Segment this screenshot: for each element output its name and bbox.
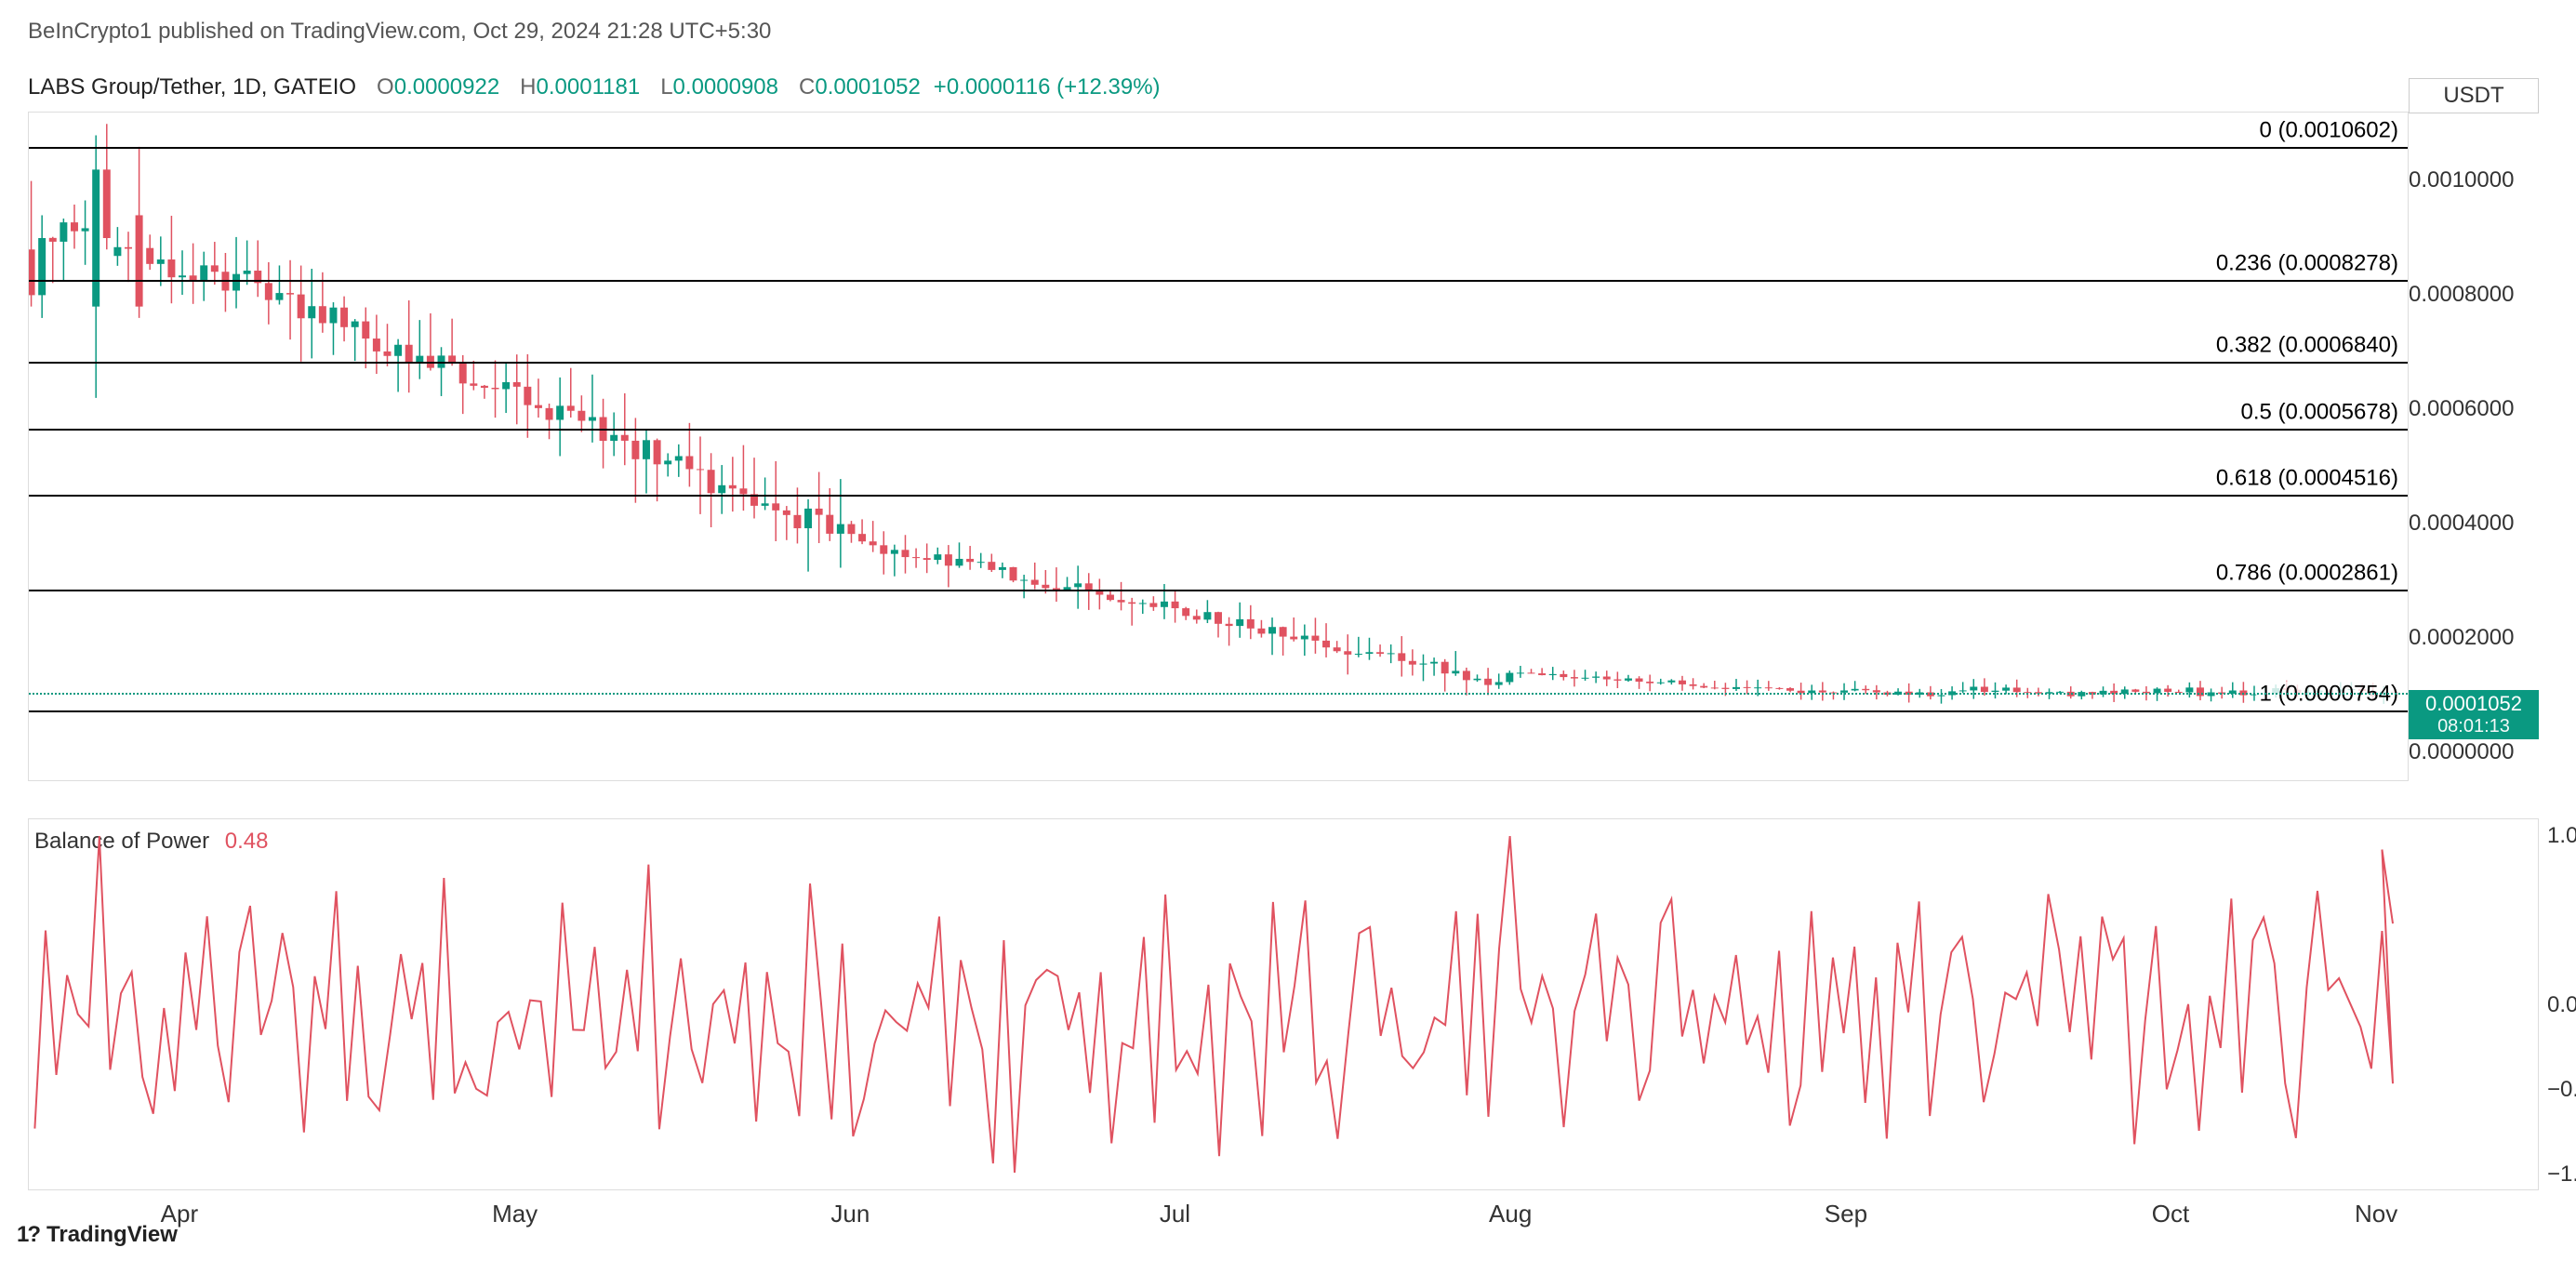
last-price-line	[29, 693, 2408, 695]
symbol-ohlc-line: LABS Group/Tether, 1D, GATEIO O0.0000922…	[28, 74, 1161, 100]
fib-label: 0.382 (0.0006840)	[2212, 333, 2402, 359]
last-price-value: 0.0001052	[2409, 692, 2539, 716]
indicator-tick: −0.50	[2547, 1077, 2576, 1103]
time-tick: May	[492, 1200, 538, 1228]
fib-line[interactable]: 0.382 (0.0006840)	[29, 362, 2408, 364]
fib-label: 0.236 (0.0008278)	[2212, 250, 2402, 276]
fib-line[interactable]: 0.618 (0.0004516)	[29, 495, 2408, 497]
fib-line[interactable]: 0 (0.0010602)	[29, 147, 2408, 149]
indicator-tick: 1.00	[2547, 823, 2576, 849]
last-price-badge: 0.0001052 08:01:13	[2409, 690, 2539, 739]
open-value: 0.0000922	[394, 74, 499, 100]
change-value: +0.0000116 (+12.39%)	[934, 74, 1161, 100]
price-axis-unit[interactable]: USDT	[2409, 78, 2539, 113]
close-label: C	[799, 74, 815, 100]
time-tick: Oct	[2152, 1200, 2189, 1228]
fib-label: 0.5 (0.0005678)	[2237, 399, 2402, 425]
time-tick: Nov	[2355, 1200, 2397, 1228]
logo-icon: 1?	[17, 1222, 39, 1248]
countdown-timer: 08:01:13	[2409, 716, 2539, 737]
low-value: 0.0000908	[673, 74, 778, 100]
fib-line[interactable]: 0.236 (0.0008278)	[29, 280, 2408, 282]
close-value: 0.0001052	[815, 74, 920, 100]
price-tick: 0.0006000	[2409, 396, 2539, 422]
candlestick-canvas	[29, 113, 2408, 780]
time-tick: Sep	[1825, 1200, 1867, 1228]
price-axis[interactable]: 0.0010000 0.0008000 0.0006000 0.0004000 0.00…	[2409, 112, 2539, 781]
time-tick: Jun	[830, 1200, 870, 1228]
logo-text: TradingView	[46, 1222, 178, 1248]
indicator-panel[interactable]: Balance of Power 0.48 1.000.00−0.50−1.00…	[28, 818, 2539, 1190]
price-tick: 0.0008000	[2409, 282, 2539, 308]
fib-line[interactable]: 0.786 (0.0002861)	[29, 590, 2408, 591]
price-chart[interactable]: 0 (0.0010602) 0.236 (0.0008278) 0.382 (0.0…	[28, 112, 2409, 781]
publish-header: BeInCrypto1 published on TradingView.com…	[28, 19, 771, 45]
indicator-tick: −1.00	[2547, 1161, 2576, 1188]
price-tick: 0.0010000	[2409, 167, 2539, 193]
tradingview-logo[interactable]: 1? TradingView	[17, 1222, 178, 1248]
indicator-tick: 0.00	[2547, 992, 2576, 1018]
time-tick: Aug	[1489, 1200, 1532, 1228]
fib-label: 0.618 (0.0004516)	[2212, 466, 2402, 492]
high-value: 0.0001181	[537, 74, 641, 100]
low-label: L	[660, 74, 672, 100]
price-tick: 0.0002000	[2409, 625, 2539, 651]
time-axis[interactable]: AprMayJunJulAugSepOctNovDe	[28, 1200, 2539, 1237]
bop-line-canvas	[29, 819, 2410, 1189]
price-tick: 0.0000000	[2409, 739, 2539, 765]
fib-label: 0.786 (0.0002861)	[2212, 561, 2402, 587]
time-tick: Jul	[1160, 1200, 1190, 1228]
open-label: O	[377, 74, 394, 100]
fib-line[interactable]: 1 (0.0000754)	[29, 710, 2408, 712]
symbol-name[interactable]: LABS Group/Tether, 1D, GATEIO	[28, 74, 356, 100]
high-label: H	[520, 74, 536, 100]
price-tick: 0.0004000	[2409, 511, 2539, 537]
fib-line[interactable]: 0.5 (0.0005678)	[29, 429, 2408, 431]
fib-label: 0 (0.0010602)	[2256, 117, 2402, 143]
